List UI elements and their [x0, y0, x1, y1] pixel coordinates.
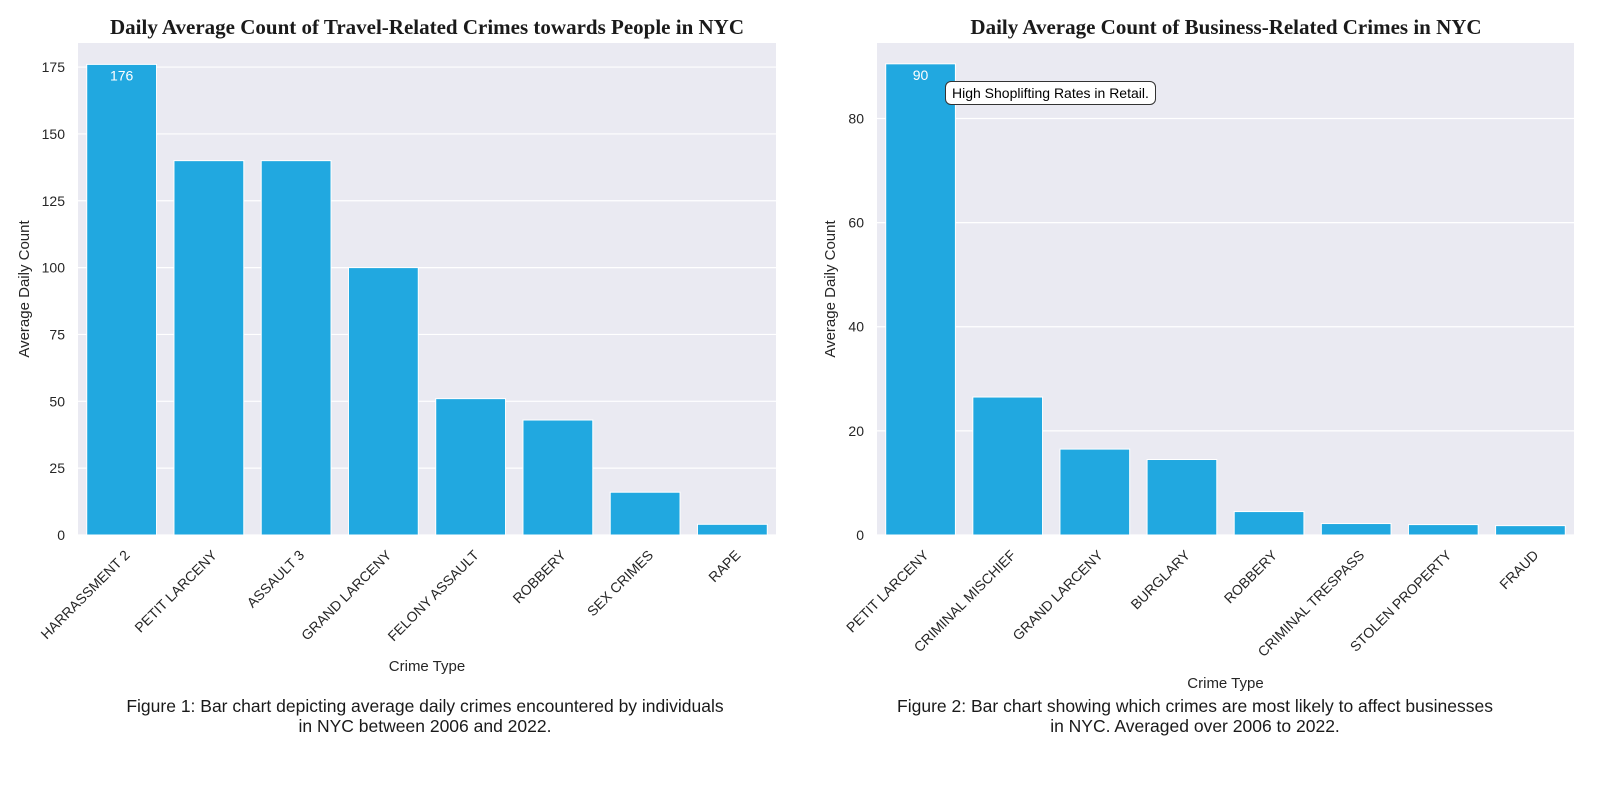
y-tick-label: 100 — [42, 260, 66, 276]
x-axis-label: Crime Type — [1187, 675, 1263, 692]
y-axis-label: Average Daily Count — [822, 220, 839, 358]
y-tick-label: 75 — [49, 326, 65, 342]
bar — [1233, 511, 1305, 536]
x-tick-label: STOLEN PROPERTY — [1347, 546, 1455, 654]
y-tick-label: 0 — [856, 527, 864, 543]
figure-2: 0 20 40 60 80 PETIT LARCENY CRIMINAL MISCHIEF G… — [800, 0, 1600, 800]
y-tick-label: 150 — [42, 126, 66, 142]
bar — [1407, 524, 1479, 536]
x-tick-label: ASSAULT 3 — [243, 547, 307, 611]
y-tick-label: 0 — [57, 527, 65, 543]
x-tick-label: SEX CRIMES — [584, 547, 656, 619]
y-tick-label: 60 — [848, 215, 864, 231]
bar — [347, 267, 419, 536]
bar — [972, 396, 1044, 536]
bar — [435, 398, 507, 536]
chart-title: Daily Average Count of Business-Related … — [970, 15, 1481, 39]
chart-title: Daily Average Count of Travel-Related Cr… — [110, 15, 744, 39]
bar — [1059, 448, 1131, 536]
bar — [1495, 525, 1566, 536]
figure-2-caption: Figure 2: Bar chart showing which crimes… — [897, 696, 1493, 736]
x-tick-label: PETIT LARCENY — [131, 546, 220, 635]
x-tick-label: GRAND LARCENY — [298, 546, 395, 643]
bar — [260, 160, 332, 536]
bar — [609, 491, 681, 536]
y-tick-label: 40 — [848, 319, 864, 335]
y-tick-label: 125 — [42, 193, 66, 209]
y-tick-label: 50 — [49, 393, 65, 409]
y-tick-label: 175 — [42, 59, 66, 75]
bar-data-label: 90 — [913, 67, 929, 83]
bar — [86, 63, 158, 536]
x-tick-label: GRAND LARCENY — [1009, 546, 1106, 643]
x-tick-label: ROBBERY — [509, 546, 569, 606]
x-tick-label: FRAUD — [1496, 547, 1541, 592]
x-axis-label: Crime Type — [389, 658, 465, 675]
figure-1-caption: Figure 1: Bar chart depicting average da… — [126, 696, 724, 736]
bar — [173, 160, 245, 536]
bar-data-label: 176 — [110, 67, 134, 83]
y-tick-label: 80 — [848, 110, 864, 126]
bar — [696, 523, 768, 536]
y-tick-label: 20 — [848, 423, 864, 439]
bar — [522, 419, 594, 536]
bar — [885, 63, 956, 536]
x-tick-label: RAPE — [705, 547, 743, 585]
y-axis-label: Average Daily Count — [16, 220, 33, 358]
x-tick-label: ROBBERY — [1221, 546, 1281, 606]
x-tick-label: PETIT LARCENY — [843, 546, 932, 635]
x-tick-label: BURGLARY — [1127, 546, 1193, 612]
x-tick-label: HARRASSMENT 2 — [37, 547, 132, 642]
shoplifting-annotation: High Shoplifting Rates in Retail. — [945, 81, 1156, 105]
bar — [1146, 459, 1218, 536]
x-tick-label: FELONY ASSAULT — [384, 546, 482, 644]
x-tick-label: CRIMINAL MISCHIEF — [911, 547, 1019, 655]
figure-1: 0 25 50 75 100 125 150 175 HARRASSMENT 2 PETIT LA… — [16, 15, 776, 736]
y-tick-label: 25 — [49, 460, 65, 476]
bar — [1320, 523, 1392, 536]
